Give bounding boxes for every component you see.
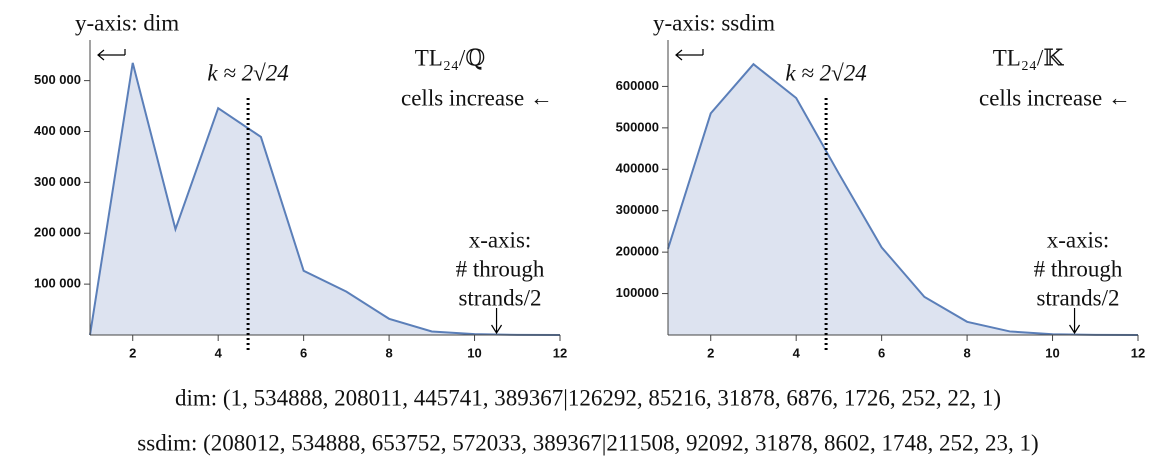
caption: dim: (1, 534888, 208011, 445741, 389367|… — [175, 385, 1001, 410]
x-tick-label: 6 — [300, 345, 307, 360]
arrow — [1069, 308, 1081, 335]
y-tick-label: 600000 — [616, 78, 659, 93]
y-tick-label: 400000 — [616, 161, 659, 176]
x-tick-label: 10 — [467, 345, 481, 360]
panel-title: TL₂₄/𝕂 — [993, 45, 1065, 70]
x-axis-label: # through — [456, 256, 545, 281]
y-tick-label: 500 000 — [34, 72, 81, 87]
marker-label: k ≈ 2√24 — [785, 60, 866, 85]
x-tick-label: 2 — [707, 345, 714, 360]
caption: ssdim: (208012, 534888, 653752, 572033, … — [137, 430, 1038, 455]
x-axis-label: # through — [1034, 256, 1123, 281]
line — [667, 62, 1139, 336]
y-tick-label: 100000 — [616, 285, 659, 300]
x-axis-label: strands/2 — [1036, 285, 1119, 310]
line — [89, 62, 561, 336]
x-tick-label: 10 — [1045, 345, 1059, 360]
y-axis-label: y-axis: ssdim — [653, 10, 775, 35]
x-tick-label: 8 — [963, 345, 970, 360]
y-tick-label: 300000 — [616, 202, 659, 217]
y-tick-label: 300 000 — [34, 174, 81, 189]
panel-subtitle: cells increase ← — [401, 85, 553, 110]
marker-label: k ≈ 2√24 — [207, 60, 288, 85]
y-tick-label: 400 000 — [34, 123, 81, 138]
y-tick-label: 500000 — [616, 119, 659, 134]
area — [90, 62, 560, 335]
y-tick-label: 100 000 — [34, 276, 81, 291]
arrow — [491, 308, 503, 335]
x-tick-label: 12 — [553, 345, 567, 360]
arrow — [675, 49, 704, 61]
x-axis-label: x-axis: — [469, 227, 532, 252]
arrow — [97, 49, 126, 61]
x-tick-label: 4 — [793, 345, 801, 360]
x-tick-label: 4 — [215, 345, 223, 360]
x-tick-label: 6 — [878, 345, 885, 360]
x-axis-label: x-axis: — [1047, 227, 1110, 252]
panel-title: TL₂₄/ℚ — [415, 45, 486, 70]
panel-subtitle: cells increase ← — [979, 85, 1131, 110]
x-tick-label: 8 — [385, 345, 392, 360]
y-tick-label: 200000 — [616, 244, 659, 259]
area — [668, 64, 1138, 336]
y-tick-label: 200 000 — [34, 225, 81, 240]
x-axis-label: strands/2 — [458, 285, 541, 310]
x-tick-label: 2 — [129, 345, 136, 360]
x-tick-label: 12 — [1131, 345, 1145, 360]
y-axis-label: y-axis: dim — [75, 10, 179, 35]
